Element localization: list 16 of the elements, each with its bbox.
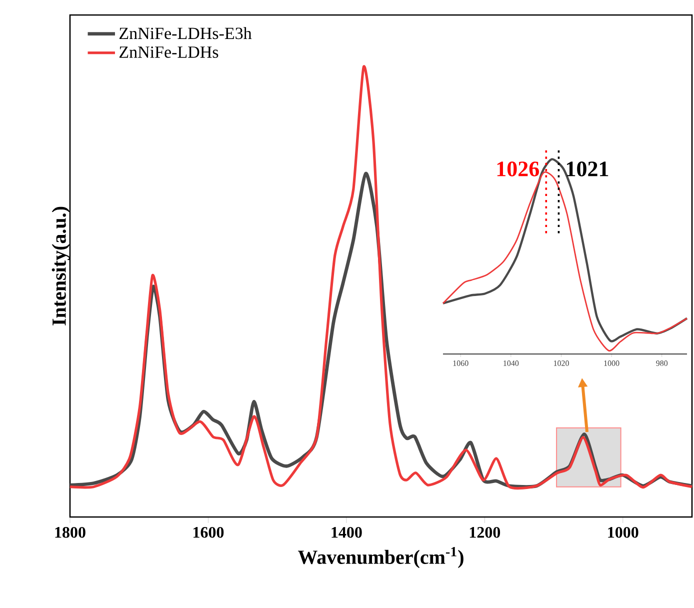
x-tick-label: 1060: [453, 360, 468, 366]
x-tick-label: 1000: [604, 360, 620, 366]
x-tick-label: 1000: [608, 526, 638, 538]
legend-label: ZnNiFe-LDHs: [119, 46, 218, 58]
x-axis-title: Wavenumber(cm$^{-1}$): [298, 547, 464, 568]
x-tick-label: 980: [656, 360, 668, 366]
ref-line-label: 1021: [567, 162, 608, 176]
x-tick-label: 1200: [470, 526, 500, 538]
x-tick-label: 1800: [55, 526, 86, 538]
x-tick-label: 1020: [554, 360, 569, 366]
x-tick-label: 1400: [332, 526, 362, 538]
x-tick-label: 1600: [193, 526, 224, 538]
legend-label: ZnNiFe-LDHs-E3h: [119, 27, 252, 40]
ref-line-label: 1026: [497, 162, 539, 176]
y-axis-title: Intensity(a.u.): [52, 206, 70, 326]
x-tick-label: 1040: [504, 360, 519, 366]
